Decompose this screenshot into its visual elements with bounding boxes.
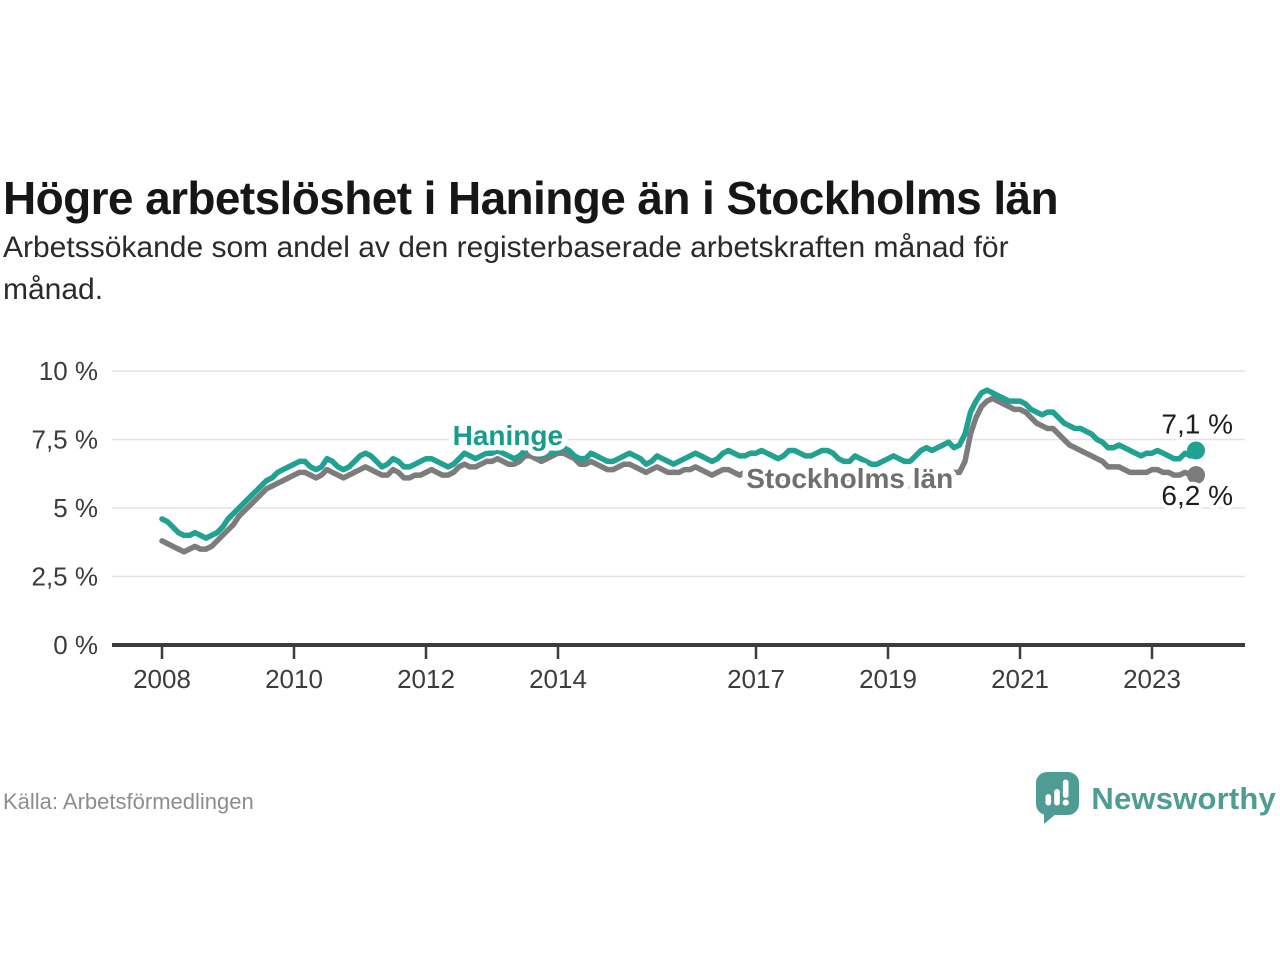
series-end-value-label: 7,1 % xyxy=(1161,408,1233,439)
x-axis-tick-label: 2017 xyxy=(727,664,785,694)
series-end-dot-haninge xyxy=(1187,441,1205,460)
newsworthy-speech-bubble-bar-chart-icon xyxy=(1036,772,1080,824)
y-axis-tick-label: 5 % xyxy=(53,493,98,523)
chart-subtitle-line-1: Arbetssökande som andel av den registerb… xyxy=(3,231,1009,264)
y-axis-tick-label: 7,5 % xyxy=(32,425,99,455)
y-axis: 0 % 2,5 % 5 % 7,5 % 10 % xyxy=(32,356,1245,660)
series-end-dot-stockholms-län xyxy=(1187,466,1205,485)
x-axis-tick-label: 2021 xyxy=(991,664,1049,694)
y-axis-tick-label: 2,5 % xyxy=(32,562,99,592)
x-axis-tick-label: 2012 xyxy=(397,664,455,694)
chart-subtitle-line-2: månad. xyxy=(3,273,104,306)
series-line-haninge xyxy=(159,387,1199,541)
chart-subtitle: Arbetssökande som andel av den registerb… xyxy=(3,227,1009,311)
series-line-stockholms-län xyxy=(159,395,1199,555)
source-note: Källa: Arbetsförmedlingen xyxy=(3,789,254,814)
series-label-stockholms-län: Stockholms län xyxy=(746,463,953,494)
series-label-haninge: Haninge xyxy=(453,420,563,451)
x-axis-tick-label: 2023 xyxy=(1123,664,1181,694)
x-axis-tick-label: 2010 xyxy=(265,664,323,694)
x-axis-tick-label: 2014 xyxy=(529,664,587,694)
y-axis-tick-label: 0 % xyxy=(53,630,98,660)
x-axis-tick-label: 2008 xyxy=(133,664,191,694)
x-axis: 2008 2010 2012 2014 2017 2019 2021 2023 xyxy=(112,643,1245,694)
x-axis-tick-label: 2019 xyxy=(859,664,917,694)
y-axis-tick-label: 10 % xyxy=(39,356,98,386)
chart-title: Högre arbetslöshet i Haninge än i Stockh… xyxy=(3,171,1059,224)
series-end-value-label: 6,2 % xyxy=(1161,480,1233,511)
newsworthy-wordmark: Newsworthy xyxy=(1091,780,1276,816)
newsworthy-logo: Newsworthy xyxy=(1035,771,1276,826)
